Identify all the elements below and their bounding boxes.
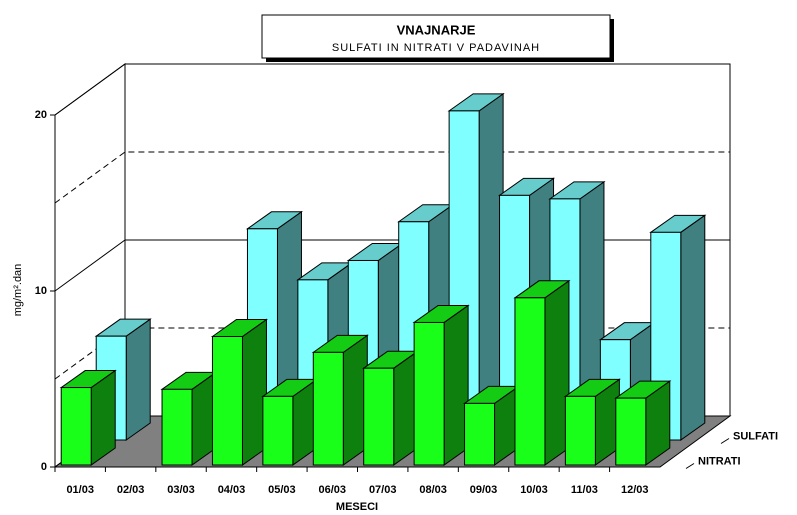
row-label-line <box>720 438 730 444</box>
chart-title: VNAJNARJE <box>397 22 476 37</box>
bar <box>462 385 521 466</box>
chart-subtitle: SULFATI IN NITRATI V PADAVINAH <box>332 42 540 54</box>
x-tick-label: 04/03 <box>218 484 246 496</box>
x-tick-label: 08/03 <box>419 484 447 496</box>
y-axis-label: mg/m².dan <box>12 264 24 317</box>
x-tick-label: 11/03 <box>571 484 598 496</box>
bar <box>261 378 319 466</box>
bar <box>362 350 420 466</box>
y-tick-label: 20 <box>35 109 47 121</box>
bar-front <box>363 367 395 466</box>
x-tick-label: 01/03 <box>66 484 94 496</box>
x-tick-label: 09/03 <box>470 484 498 496</box>
legend-label: NITRATI <box>698 455 741 467</box>
bar-front <box>514 297 546 466</box>
bar-front <box>564 395 596 466</box>
title-box <box>261 14 611 59</box>
bar <box>311 334 369 466</box>
x-tick-label: 05/03 <box>268 484 296 496</box>
bar-side <box>125 318 151 441</box>
bar-front <box>464 402 496 466</box>
bar <box>210 318 269 466</box>
legend-label: SULFATI <box>733 430 778 442</box>
bar-front <box>211 336 243 466</box>
bar <box>513 279 571 466</box>
bar <box>412 304 470 466</box>
bar <box>563 378 621 466</box>
bar-front <box>161 388 193 466</box>
row-label-line <box>685 463 695 469</box>
x-tick-label: 03/03 <box>167 484 195 496</box>
bar <box>59 369 117 466</box>
x-tick-label: 10/03 <box>520 484 548 496</box>
bar-front <box>413 321 445 466</box>
bar <box>649 214 707 441</box>
x-tick-label: 07/03 <box>369 484 397 496</box>
bar-front <box>615 397 647 466</box>
bar-front <box>262 395 294 466</box>
x-axis-label: MESECI <box>336 501 378 513</box>
bar <box>614 380 672 466</box>
bar-front <box>60 387 92 466</box>
x-tick-label: 02/03 <box>117 484 145 496</box>
y-tick-label: 10 <box>35 285 47 297</box>
bar-front <box>312 351 344 466</box>
bar <box>160 371 218 466</box>
x-tick-label: 06/03 <box>319 484 347 496</box>
y-tick-label: 0 <box>41 461 47 473</box>
grid-line <box>54 63 730 116</box>
x-tick-label: 12/03 <box>621 484 649 496</box>
bar-side <box>680 214 706 441</box>
